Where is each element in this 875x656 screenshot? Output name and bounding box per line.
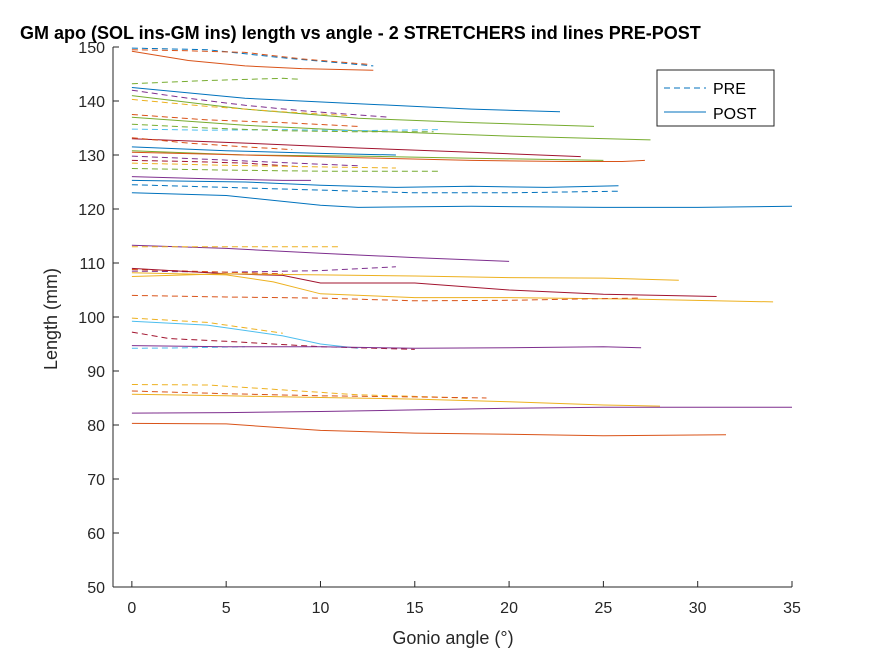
series-line-31-post [131,273,679,281]
series-line-6-pre [131,89,389,118]
legend-label-post: POST [713,106,757,123]
series-line-43-post [131,422,727,437]
series-line-23-post [131,179,619,188]
x-axis: 0 5 10 15 20 25 30 35 [113,581,801,617]
x-tick-label: 25 [594,600,612,617]
series-line-39-pre [131,384,472,399]
y-tick-label: 80 [87,418,105,435]
series-line-34-pre [131,317,283,334]
series-line-25-post [131,192,793,208]
series-line-14-pre [131,137,293,151]
series-line-10-pre [131,114,359,127]
y-tick-label: 120 [78,202,105,219]
x-tick-label: 10 [312,600,330,617]
x-tick-label: 15 [406,600,424,617]
series-line-21-pre [131,168,440,172]
plot-area [131,47,793,437]
series-line-1-pre [131,47,374,67]
legend-box [656,69,775,127]
series-line-12-pre [131,123,434,133]
series-line-26-post [131,244,510,262]
x-tick-label: 30 [689,600,707,617]
series-line-41-post [131,393,661,407]
series-line-19-pre [131,159,302,168]
series-line-5-post [131,87,561,113]
legend-label-pre: PRE [713,81,746,98]
y-axis-label: Length (mm) [41,268,61,370]
y-tick-label: 90 [87,364,105,381]
series-line-8-pre [131,98,349,117]
y-tick-label: 50 [87,580,105,597]
x-tick-label: 35 [783,600,801,617]
series-line-16-post [131,151,645,162]
series-line-7-post [131,95,595,127]
series-line-24-pre [131,184,619,194]
series-line-33-pre [131,294,642,302]
series-line-4-pre [131,77,302,85]
y-tick-label: 110 [79,256,105,273]
y-tick-label: 100 [78,310,105,327]
x-axis-label: Gonio angle (°) [392,628,513,648]
x-tick-label: 5 [222,600,231,617]
x-tick-label: 0 [127,600,136,617]
y-tick-label: 60 [87,526,105,543]
y-axis: 50 60 70 80 90 100 110 120 130 140 150 [78,40,119,597]
series-line-22-post [131,176,311,181]
series-line-9-post [131,116,651,141]
series-line-17-post [131,146,396,156]
series-line-3-post [131,50,374,71]
x-tick-label: 20 [500,600,518,617]
series-line-29-pre [131,269,283,275]
chart-title: GM apo (SOL ins-GM ins) length vs angle … [20,23,701,43]
series-line-38-post [131,345,642,349]
series-line-28-pre [131,266,396,273]
y-tick-label: 130 [78,148,105,165]
series-line-20-pre [131,162,396,169]
series-line-32-post [131,272,774,303]
y-tick-label: 140 [78,94,105,111]
series-line-15-post [131,150,604,161]
series-line-18-pre [131,155,359,167]
legend: PRE POST [656,69,775,127]
y-tick-label: 70 [87,472,105,489]
series-line-40-pre [131,390,487,399]
series-line-2-pre [131,49,368,65]
series-line-42-post [131,406,792,414]
y-tick-label: 150 [78,40,105,57]
series-line-11-pre [131,128,440,132]
series-line-35-post [131,320,359,349]
series-line-13-post [131,138,581,158]
